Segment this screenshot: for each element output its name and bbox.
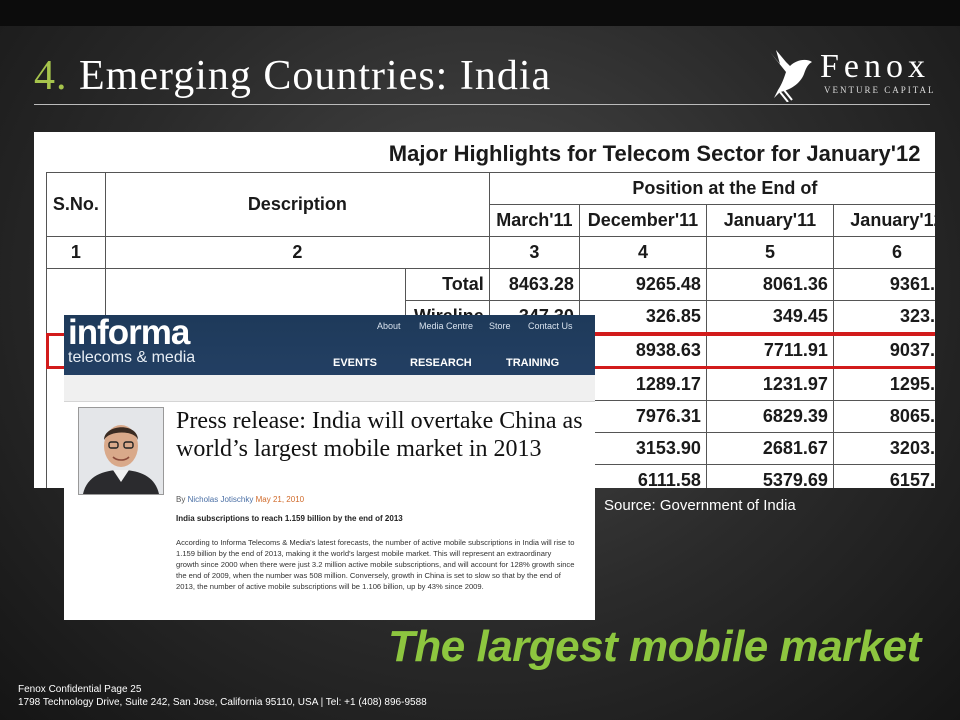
- title-rule: [34, 104, 930, 105]
- col-description: Description: [104, 172, 490, 237]
- press-byline: By Nicholas Jotischky May 21, 2010: [176, 495, 304, 504]
- informa-tagline: telecoms & media: [68, 349, 196, 366]
- byline-prefix: By: [176, 495, 186, 504]
- cell-value: 3203.47: [832, 432, 935, 465]
- source-note: Source: Government of India: [604, 497, 796, 514]
- cell-value: 6157.81: [832, 464, 935, 488]
- fenox-logo: Fenox VENTURE CAPITAL: [766, 46, 936, 102]
- index-cell: 1: [46, 236, 106, 269]
- nav-research: RESEARCH: [410, 357, 472, 369]
- author-photo: [78, 407, 164, 495]
- period-header: January'11: [705, 204, 834, 237]
- cell-value: 1295.91: [832, 367, 935, 401]
- informa-header: informa telecoms & media About Media Cen…: [64, 315, 595, 375]
- period-header: January'12: [832, 204, 935, 237]
- cell-value: 5379.69: [705, 464, 834, 488]
- table-row: Total 8463.28 9265.48 8061.36 9361.28: [46, 268, 935, 488]
- cell-value: 8061.36: [705, 268, 834, 301]
- cell-value: 9361.28: [832, 268, 935, 301]
- title-number: 4.: [34, 53, 68, 99]
- top-link-media-centre: Media Centre: [419, 321, 474, 331]
- logo-subtitle: VENTURE CAPITAL: [824, 85, 936, 95]
- cell-value: 9037.36: [832, 332, 935, 369]
- col-sno: S.No.: [46, 172, 106, 237]
- bird-icon: [770, 50, 812, 102]
- top-link-about: About: [377, 321, 401, 331]
- index-cell: 4: [578, 236, 707, 269]
- index-cell: 5: [705, 236, 834, 269]
- slide-title: 4. Emerging Countries: India: [34, 52, 551, 100]
- title-text: Emerging Countries: India: [79, 53, 552, 99]
- nav-band: [64, 375, 595, 402]
- top-link-store: Store: [489, 321, 511, 331]
- informa-logo: informa: [68, 315, 190, 352]
- cell-value: 9265.48: [578, 268, 707, 301]
- table-caption: Major Highlights for Telecom Sector for …: [388, 141, 921, 166]
- nav-training: TRAINING: [506, 357, 560, 369]
- press-date: May 21, 2010: [255, 495, 305, 504]
- informa-press-image: informa telecoms & media About Media Cen…: [64, 315, 595, 620]
- footer-address: 1798 Technology Drive, Suite 242, San Jo…: [18, 697, 427, 708]
- row-label: Total: [405, 268, 490, 301]
- nav-events: EVENTS: [333, 357, 378, 369]
- cell-value: 1289.17: [578, 367, 707, 401]
- cell-value: 326.85: [578, 300, 707, 334]
- cell-value: 2681.67: [705, 432, 834, 465]
- period-header: December'11: [578, 204, 707, 237]
- logo-name: Fenox: [820, 48, 930, 85]
- index-cell: 2: [104, 236, 490, 269]
- cell-value: 323.92: [832, 300, 935, 334]
- cell-value: 3153.90: [578, 432, 707, 465]
- cell-value: 349.45: [705, 300, 834, 334]
- index-cell: 6: [832, 236, 935, 269]
- cell-value: 1231.97: [705, 367, 834, 401]
- cell-value: 8938.63: [578, 332, 707, 369]
- cell-value: 6829.39: [705, 400, 834, 433]
- col-group: Position at the End of: [488, 172, 935, 205]
- cell-value: 6111.58: [578, 464, 707, 488]
- top-link-contact: Contact Us: [528, 321, 573, 331]
- cell-value: 7711.91: [705, 332, 834, 369]
- press-headline: Press release: India will overtake China…: [176, 408, 583, 462]
- press-subhead: India subscriptions to reach 1.159 billi…: [176, 514, 403, 523]
- footer-confidential: Fenox Confidential Page 25: [18, 684, 142, 695]
- tagline: The largest mobile market: [388, 622, 921, 671]
- top-bar: [0, 0, 960, 26]
- person-icon: [79, 408, 163, 494]
- author-name: Nicholas Jotischky: [187, 495, 254, 504]
- cell-value: 7976.31: [578, 400, 707, 433]
- cell-value: 8463.28: [488, 268, 580, 301]
- period-header: March'11: [488, 204, 580, 237]
- cell-value: 8065.37: [832, 400, 935, 433]
- press-body: According to Informa Telecoms & Media's …: [176, 538, 575, 591]
- index-cell: 3: [488, 236, 580, 269]
